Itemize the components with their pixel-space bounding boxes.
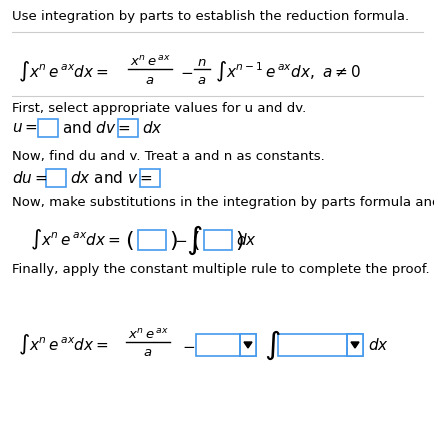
Text: $a$: $a$ (197, 74, 206, 86)
Text: $du =$: $du =$ (12, 170, 47, 186)
Text: $n$: $n$ (197, 55, 206, 68)
Text: Use integration by parts to establish the reduction formula.: Use integration by parts to establish th… (12, 10, 408, 23)
Text: $-$: $-$ (181, 338, 195, 353)
Bar (138, 230, 166, 250)
Text: $\int$: $\int$ (186, 223, 202, 257)
Text: $a$: $a$ (143, 347, 152, 359)
Bar (196, 334, 256, 356)
Text: $x^n\,e^{\,ax}$: $x^n\,e^{\,ax}$ (129, 55, 170, 69)
Text: $(\ \ \ \ \ )$: $(\ \ \ \ \ )$ (125, 228, 178, 252)
Text: $\mathrm{and}\ dv =$: $\mathrm{and}\ dv =$ (62, 120, 130, 136)
Bar (140, 169, 160, 187)
Text: $x^n\,e^{\,ax}$: $x^n\,e^{\,ax}$ (128, 328, 168, 342)
Text: $\int x^{n-1}\,e^{\,ax}dx,\ a\neq 0$: $\int x^{n-1}\,e^{\,ax}dx,\ a\neq 0$ (214, 60, 360, 84)
Bar (118, 119, 138, 137)
Bar (204, 230, 231, 250)
Text: $u =$: $u =$ (12, 120, 38, 135)
Text: $dx$: $dx$ (367, 337, 388, 353)
Text: First, select appropriate values for u and dv.: First, select appropriate values for u a… (12, 102, 306, 115)
Bar (240, 334, 256, 356)
Text: Finally, apply the constant multiple rule to complete the proof.: Finally, apply the constant multiple rul… (12, 263, 429, 276)
Text: $-$: $-$ (180, 64, 193, 80)
Text: $dx$: $dx$ (236, 232, 256, 248)
Bar (38, 119, 58, 137)
Text: $dx\ \mathrm{and}\ v =$: $dx\ \mathrm{and}\ v =$ (70, 170, 152, 186)
Polygon shape (243, 342, 251, 348)
Bar (277, 334, 362, 356)
Text: $\int x^n\,e^{\,ax}dx =$: $\int x^n\,e^{\,ax}dx =$ (18, 60, 108, 84)
Text: $a$: $a$ (145, 74, 154, 86)
Polygon shape (350, 342, 358, 348)
Text: $-$: $-$ (174, 233, 187, 248)
Text: Now, find du and v. Treat a and n as constants.: Now, find du and v. Treat a and n as con… (12, 150, 324, 163)
Bar (46, 169, 66, 187)
Text: $dx$: $dx$ (141, 120, 162, 136)
Bar (346, 334, 362, 356)
Text: Now, make substitutions in the integration by parts formula and simplify.: Now, make substitutions in the integrati… (12, 196, 434, 209)
Text: $\int x^n\,e^{\,ax}dx =$: $\int x^n\,e^{\,ax}dx =$ (30, 228, 120, 252)
Text: $\int x^n\,e^{\,ax}dx =$: $\int x^n\,e^{\,ax}dx =$ (18, 333, 108, 357)
Text: $(\ \ \ \ \ )$: $(\ \ \ \ \ )$ (191, 228, 244, 252)
Text: $\int$: $\int$ (263, 329, 280, 362)
